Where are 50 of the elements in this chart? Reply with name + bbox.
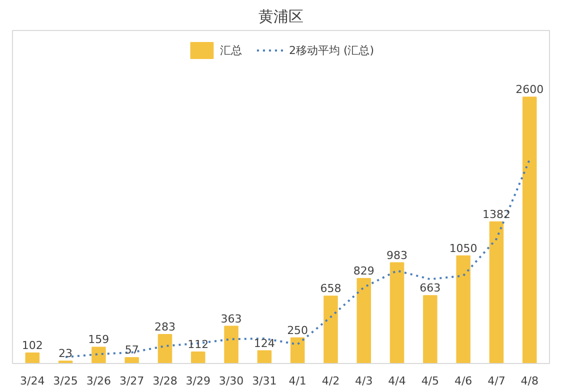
x-tick-label: 4/2 [322,374,340,388]
bar [25,352,40,364]
bar [290,337,305,364]
x-tick-label: 3/27 [119,374,144,388]
data-label: 112 [188,338,209,352]
x-tick-label: 4/6 [454,374,472,388]
legend-label: 2移动平均 (汇总) [288,42,374,58]
x-tick-label: 3/29 [186,374,210,388]
x-tick-label: 3/28 [152,374,178,388]
data-label: 658 [320,282,342,296]
data-label: 159 [88,333,110,346]
bar [390,262,404,364]
data-label: 57 [124,344,139,357]
data-label: 283 [154,320,176,334]
data-label: 983 [386,248,408,262]
bar [92,346,106,364]
bar [257,350,272,364]
bar [423,295,438,364]
data-label: 2600 [516,83,544,96]
x-tick-label: 3/24 [20,374,45,388]
data-label: 250 [287,324,308,337]
data-label: 1050 [449,242,478,255]
bar [356,278,371,364]
chart-title: 黄浦区 [258,8,304,26]
x-tick-label: 3/26 [86,374,112,388]
x-tick-label: 4/3 [355,374,373,388]
x-tick-label: 4/7 [488,374,506,388]
x-tick-label: 4/4 [388,374,406,388]
x-tick-label: 3/25 [53,374,78,388]
data-label: 363 [220,312,242,326]
bar [324,296,338,364]
x-tick-label: 3/30 [218,374,244,388]
x-tick-label: 3/31 [252,374,277,388]
legend-label: 汇总 [220,42,242,58]
x-tick-label: 4/5 [421,374,440,388]
bar [124,357,139,364]
bar [158,334,172,364]
data-label: 829 [353,264,374,278]
bar [489,221,504,364]
data-label: 663 [420,282,441,295]
data-label: 1382 [482,208,510,221]
bar [224,326,238,364]
data-label: 102 [22,339,43,352]
x-tick-label: 4/1 [288,374,306,388]
data-label: 23 [58,347,73,360]
x-tick-label: 4/8 [520,374,538,388]
bar [522,96,537,364]
data-label: 124 [254,336,275,350]
bar [191,352,206,364]
bar [456,255,470,364]
